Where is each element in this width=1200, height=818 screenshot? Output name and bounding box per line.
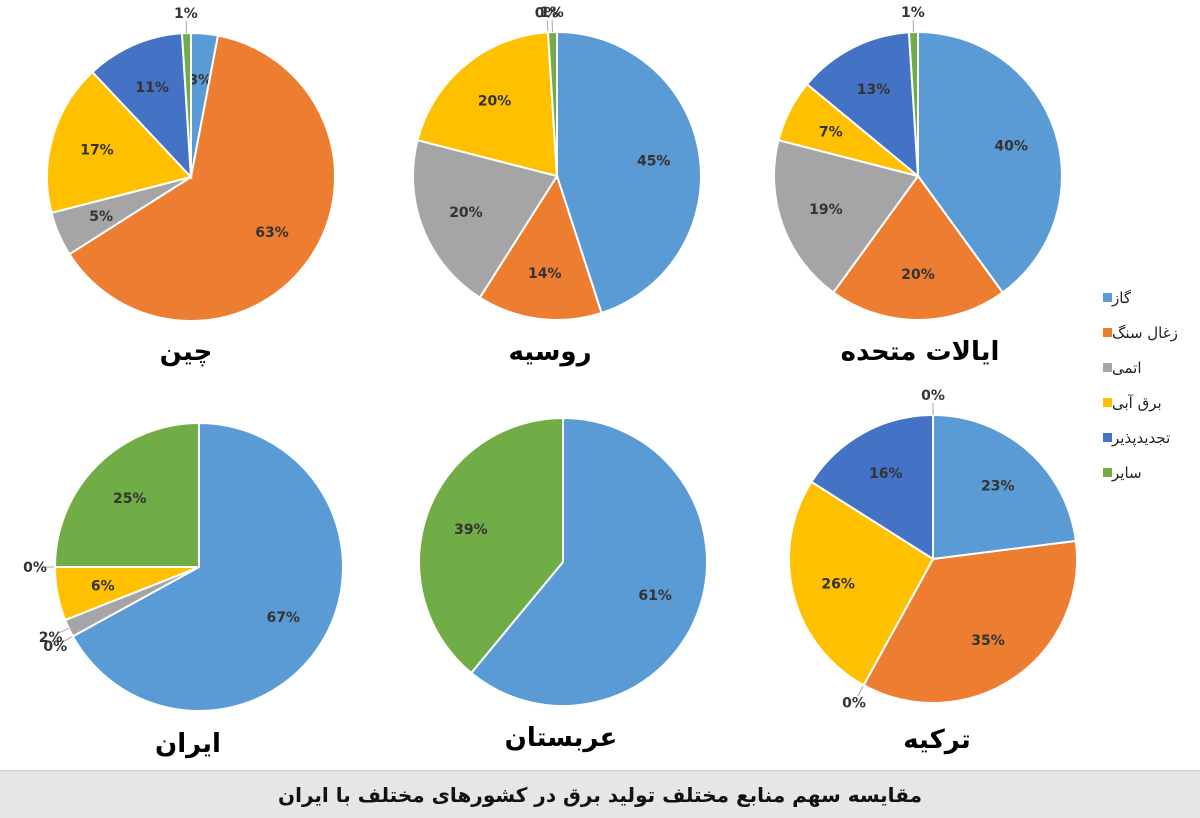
data-label: 39%: [454, 522, 488, 538]
data-label: 0%: [842, 696, 866, 712]
legend-swatch: [1103, 363, 1112, 372]
pie-charts: 3%63%5%17%11%1%چین45%14%20%20%0%1%روسیه4…: [0, 0, 1200, 770]
pie-title: عربستان: [505, 723, 618, 753]
legend-label: برق آبی: [1112, 394, 1162, 412]
data-label: 0%: [23, 560, 47, 576]
pie-title: ترکیه: [903, 725, 970, 755]
data-label: 23%: [981, 479, 1015, 495]
data-label: 20%: [449, 205, 483, 221]
pie-chart: 3%63%5%17%11%1%چین: [47, 6, 335, 367]
legend-label: گاز: [1112, 289, 1131, 307]
legend-label: سایر: [1112, 464, 1142, 482]
legend-label: تجدیدپذیر: [1112, 429, 1170, 447]
legend-swatch: [1103, 293, 1112, 302]
data-label: 7%: [819, 125, 843, 141]
legend-item-gas: گاز: [1097, 280, 1197, 315]
legend-item-hydro: برق آبی: [1097, 385, 1197, 420]
caption-bar: مقایسه سهم منابع مختلف تولید برق در کشور…: [0, 770, 1200, 818]
legend-swatch: [1103, 468, 1112, 477]
data-label: 0%: [921, 388, 945, 404]
data-label: 67%: [267, 610, 301, 626]
data-label: 5%: [89, 209, 113, 225]
data-label: 20%: [478, 94, 512, 110]
data-label: 45%: [637, 154, 671, 170]
legend-item-other: سایر: [1097, 455, 1197, 490]
data-label: 25%: [113, 491, 147, 507]
legend-swatch: [1103, 328, 1112, 337]
data-label: 14%: [528, 266, 562, 282]
data-label: 1%: [540, 5, 564, 21]
pie-chart: 40% 20% 19% 7% 13% 1% ایالات متحده: [774, 5, 1062, 367]
legend-item-renewable: تجدیدپذیر: [1097, 420, 1197, 455]
data-label: 19%: [809, 202, 843, 218]
data-label: 61%: [638, 588, 672, 604]
leader-line: [858, 685, 864, 696]
pie-chart: 23% 35% 0% 26% 16% 0% ترکیه: [789, 388, 1077, 755]
pie-title: ایالات متحده: [841, 337, 1000, 367]
pie-chart: 67%0%2%6%0%25%ایران: [23, 423, 343, 759]
data-label: 26%: [821, 576, 855, 592]
legend: گاز زغال سنگ اتمی برق آبی تجدیدپذیر سایر: [1097, 280, 1197, 490]
data-label: 16%: [869, 466, 903, 482]
legend-swatch: [1103, 398, 1112, 407]
legend-label: اتمی: [1112, 359, 1142, 377]
caption: مقایسه سهم منابع مختلف تولید برق در کشور…: [278, 783, 922, 807]
pie-title: چین: [160, 337, 213, 367]
data-label: 1%: [174, 6, 198, 22]
legend-swatch: [1103, 433, 1112, 442]
leader-line: [547, 20, 548, 32]
data-label: 35%: [971, 633, 1005, 649]
legend-item-coal: زغال سنگ: [1097, 315, 1197, 350]
data-label: 6%: [91, 578, 115, 594]
data-label: 13%: [857, 82, 891, 98]
legend-label: زغال سنگ: [1112, 324, 1178, 342]
pie-title: ایران: [155, 729, 221, 759]
pie-chart: 61% 39% عربستان: [419, 418, 707, 753]
legend-item-nuclear: اتمی: [1097, 350, 1197, 385]
data-label: 11%: [135, 80, 169, 96]
data-label: 20%: [901, 267, 935, 283]
pie-title: روسیه: [508, 337, 591, 367]
data-label: 40%: [994, 139, 1028, 155]
pie-chart: 45%14%20%20%0%1%روسیه: [413, 5, 701, 367]
data-label: 17%: [80, 143, 114, 159]
data-label: 1%: [901, 5, 925, 21]
data-label: 2%: [39, 630, 63, 646]
data-label: 63%: [255, 225, 289, 241]
